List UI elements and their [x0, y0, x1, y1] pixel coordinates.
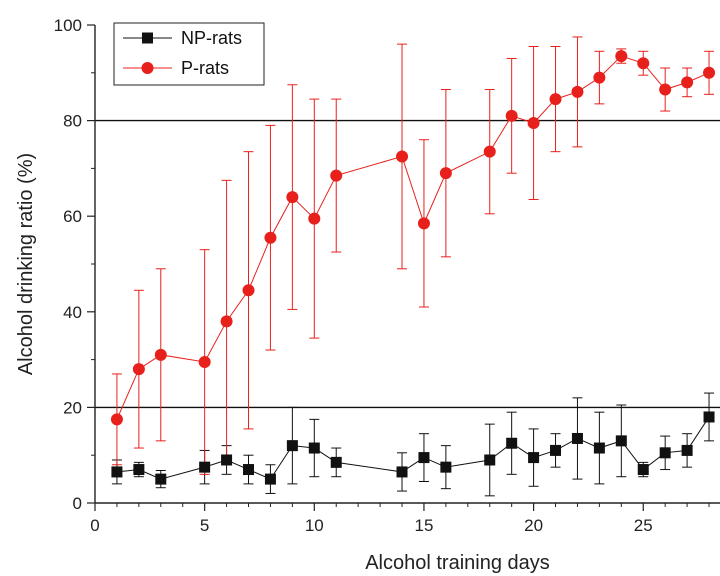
data-point-p: [505, 109, 518, 122]
data-point-np: [133, 464, 145, 476]
legend-swatch-circle-p: [141, 62, 154, 74]
data-point-p: [659, 83, 672, 96]
y-tick-label: 0: [73, 494, 82, 513]
data-point-p: [154, 348, 167, 361]
data-point-np: [593, 442, 605, 454]
data-point-p: [110, 413, 123, 426]
legend-box: [113, 22, 265, 86]
data-point-p: [220, 315, 233, 328]
y-tick-label: 100: [54, 16, 82, 35]
data-point-np: [528, 452, 540, 464]
data-point-p: [132, 363, 145, 376]
legend-label-np: NP-rats: [181, 28, 242, 48]
data-point-np: [615, 435, 627, 447]
y-axis-title: Alcohol drinking ratio (%): [15, 153, 37, 375]
data-point-np: [484, 454, 496, 466]
data-point-np: [199, 461, 211, 473]
tick-labels: 0 5 10 15 20 25 0 20 40 60 80 100: [54, 16, 653, 535]
data-point-p: [571, 85, 584, 98]
data-point-p: [264, 231, 277, 244]
data-point-p: [396, 150, 409, 163]
data-point-p: [417, 217, 430, 230]
data-point-np: [264, 473, 276, 485]
data-point-np: [286, 440, 298, 452]
y-tick-label: 20: [63, 398, 82, 417]
data-point-p: [549, 93, 562, 106]
data-point-np: [111, 466, 123, 478]
data-point-np: [703, 411, 715, 423]
data-point-p: [615, 50, 628, 63]
x-axis-title: Alcohol training days: [365, 552, 550, 574]
data-point-p: [198, 355, 211, 368]
legend: NP-rats P-rats: [113, 22, 265, 86]
data-point-np: [571, 432, 583, 444]
data-point-np: [243, 464, 255, 476]
data-point-np: [330, 456, 342, 468]
data-point-np: [550, 444, 562, 456]
data-point-p: [527, 116, 540, 129]
data-point-p: [483, 145, 496, 158]
x-tick-label: 10: [305, 516, 324, 535]
axes: [87, 24, 720, 511]
error-bars: [111, 36, 715, 497]
data-point-np: [681, 444, 693, 456]
y-tick-label: 60: [63, 207, 82, 226]
series-markers: [110, 50, 716, 485]
y-tick-label: 80: [63, 112, 82, 131]
data-point-p: [286, 191, 299, 204]
data-point-p: [242, 284, 255, 297]
data-point-np: [637, 464, 649, 476]
x-tick-label: 0: [90, 516, 99, 535]
data-point-p: [593, 71, 606, 84]
legend-label-p: P-rats: [181, 58, 229, 78]
data-point-p: [637, 57, 650, 70]
data-point-p: [308, 212, 321, 225]
x-tick-label: 5: [200, 516, 209, 535]
data-point-p: [681, 76, 694, 89]
data-point-np: [506, 437, 518, 449]
data-point-np: [221, 454, 233, 466]
series-lines: [116, 55, 710, 480]
data-point-p: [330, 169, 343, 182]
data-point-np: [659, 447, 671, 459]
data-point-np: [440, 461, 452, 473]
data-point-p: [703, 66, 716, 79]
data-point-np: [155, 473, 167, 485]
x-tick-label: 20: [524, 516, 543, 535]
legend-swatch-square-np: [142, 32, 153, 44]
x-tick-label: 25: [634, 516, 653, 535]
data-point-p: [439, 167, 452, 180]
x-tick-label: 15: [414, 516, 433, 535]
data-point-np: [396, 466, 408, 478]
data-point-np: [308, 442, 320, 454]
reference-lines: [95, 119, 720, 409]
data-point-np: [418, 452, 430, 464]
y-tick-label: 40: [63, 303, 82, 322]
